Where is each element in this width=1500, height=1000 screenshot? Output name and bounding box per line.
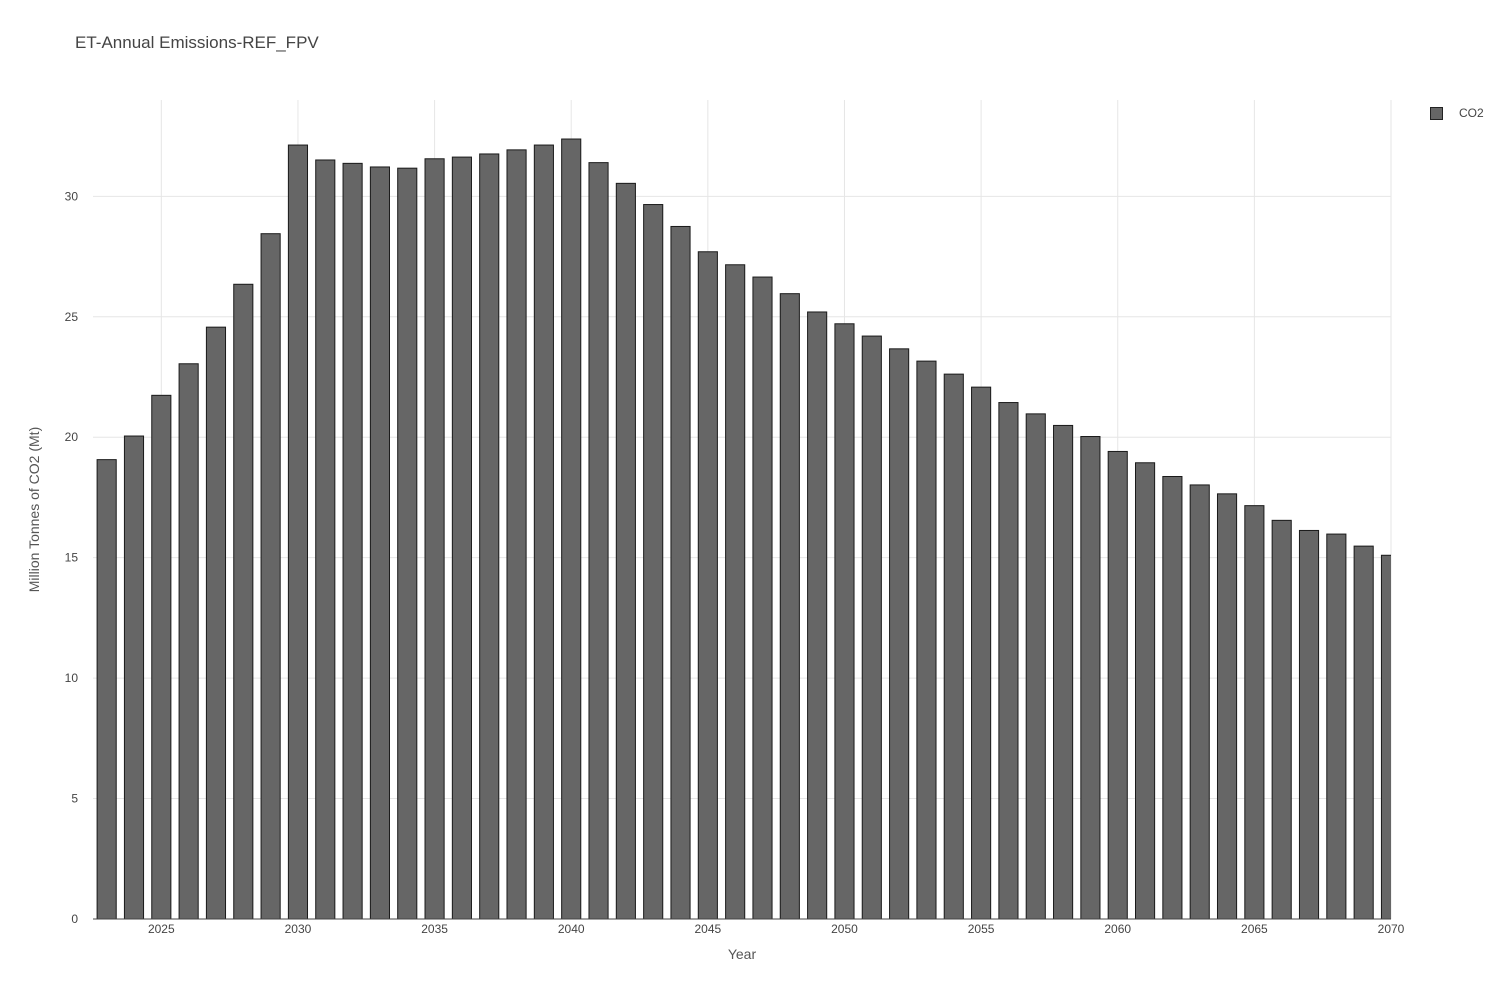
bar[interactable] bbox=[1271, 519, 1292, 919]
x-tick-label: 2055 bbox=[968, 922, 995, 936]
x-tick-label: 2050 bbox=[831, 922, 858, 936]
bar[interactable] bbox=[697, 251, 718, 919]
legend-label-co2: CO2 bbox=[1459, 106, 1484, 120]
bar[interactable] bbox=[971, 386, 992, 919]
y-tick-label: 25 bbox=[65, 310, 79, 324]
bar[interactable] bbox=[807, 311, 828, 919]
bar[interactable] bbox=[615, 182, 636, 919]
y-axis-title: Million Tonnes of CO2 (Mt) bbox=[26, 427, 42, 592]
bar[interactable] bbox=[1107, 450, 1128, 919]
bar[interactable] bbox=[670, 225, 691, 919]
bar-series-co2 bbox=[96, 138, 1400, 919]
bar[interactable] bbox=[397, 167, 418, 919]
bar[interactable] bbox=[1134, 462, 1156, 919]
bar[interactable] bbox=[479, 153, 500, 919]
x-tick-label: 2030 bbox=[285, 922, 312, 936]
bar[interactable] bbox=[151, 394, 172, 919]
x-tick-label: 2065 bbox=[1241, 922, 1268, 936]
bar[interactable] bbox=[588, 162, 609, 919]
y-tick-label: 0 bbox=[71, 912, 78, 926]
legend[interactable]: CO2 bbox=[1430, 106, 1484, 120]
bar[interactable] bbox=[943, 373, 964, 919]
y-tick-label: 5 bbox=[71, 792, 78, 806]
bar[interactable] bbox=[1353, 545, 1374, 919]
bar[interactable] bbox=[998, 402, 1019, 919]
bar[interactable] bbox=[1080, 436, 1101, 919]
legend-swatch-co2 bbox=[1430, 106, 1443, 120]
bar[interactable] bbox=[561, 138, 582, 919]
bar[interactable] bbox=[451, 156, 472, 919]
x-tick-label: 2040 bbox=[558, 922, 585, 936]
bar[interactable] bbox=[506, 149, 527, 919]
bar[interactable] bbox=[123, 435, 145, 919]
bar[interactable] bbox=[834, 323, 855, 919]
x-axis-title: Year bbox=[728, 946, 757, 962]
y-tick-label: 10 bbox=[65, 671, 79, 685]
bar[interactable] bbox=[1053, 424, 1074, 919]
x-tick-label: 2025 bbox=[148, 922, 175, 936]
bar[interactable] bbox=[1162, 475, 1183, 919]
bar[interactable] bbox=[424, 158, 445, 919]
bar[interactable] bbox=[287, 144, 309, 919]
bar[interactable] bbox=[752, 276, 773, 919]
bar[interactable] bbox=[369, 166, 390, 919]
bar[interactable] bbox=[1326, 533, 1347, 919]
y-tick-label: 20 bbox=[65, 430, 79, 444]
bar[interactable] bbox=[1380, 554, 1400, 919]
bar[interactable] bbox=[178, 363, 199, 919]
bar[interactable] bbox=[889, 348, 910, 919]
bar[interactable] bbox=[1025, 413, 1046, 919]
bar[interactable] bbox=[205, 326, 227, 919]
y-tick-label: 30 bbox=[65, 189, 79, 203]
bar[interactable] bbox=[861, 335, 882, 919]
bar[interactable] bbox=[779, 293, 800, 919]
bar[interactable] bbox=[1244, 505, 1265, 919]
bar[interactable] bbox=[1216, 493, 1238, 919]
bar[interactable] bbox=[1298, 529, 1320, 919]
bar[interactable] bbox=[643, 204, 664, 919]
x-tick-label: 2060 bbox=[1104, 922, 1131, 936]
x-tick-label: 2070 bbox=[1378, 922, 1405, 936]
chart-title: ET-Annual Emissions-REF_FPV bbox=[75, 33, 319, 52]
bar[interactable] bbox=[315, 159, 336, 919]
bar[interactable] bbox=[233, 283, 254, 919]
bar[interactable] bbox=[725, 264, 746, 919]
bar[interactable] bbox=[96, 459, 117, 919]
bar[interactable] bbox=[1189, 484, 1210, 919]
y-tick-label: 15 bbox=[65, 551, 79, 565]
x-tick-label: 2045 bbox=[694, 922, 721, 936]
bar[interactable] bbox=[533, 144, 554, 919]
bar[interactable] bbox=[916, 360, 937, 919]
bar[interactable] bbox=[342, 162, 363, 919]
bar[interactable] bbox=[260, 233, 281, 919]
x-tick-label: 2035 bbox=[421, 922, 448, 936]
